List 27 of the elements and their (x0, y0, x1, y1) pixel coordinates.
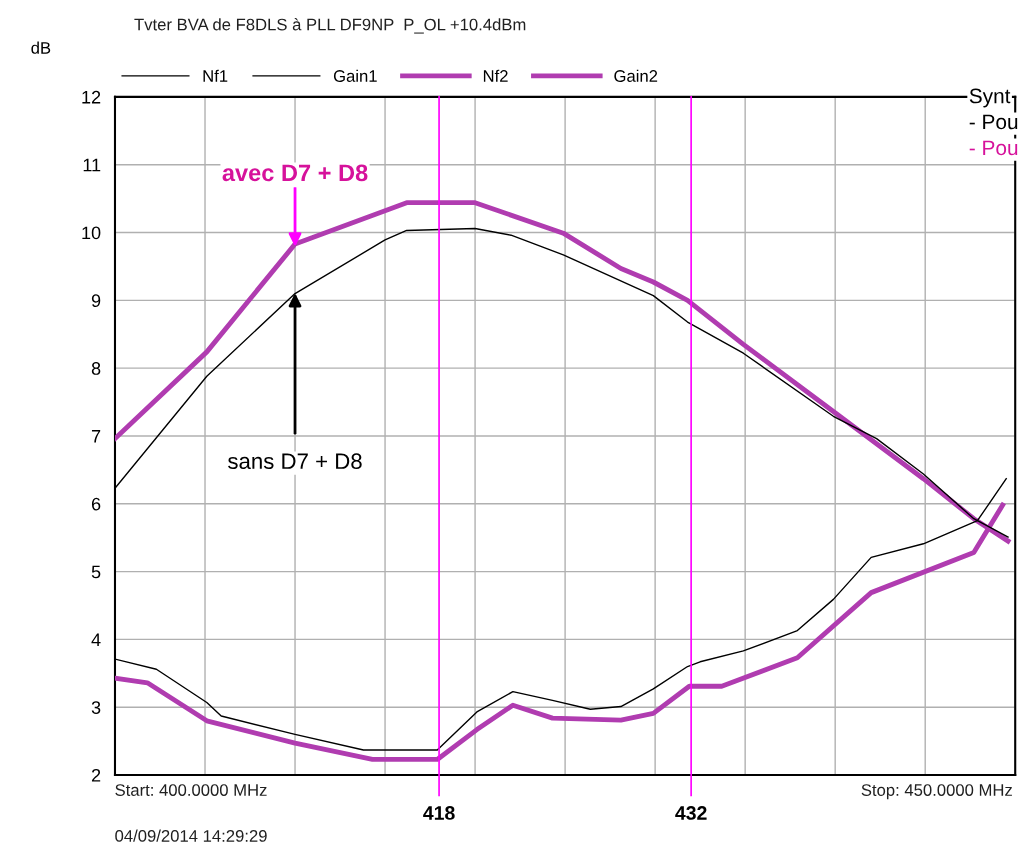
legend-label: Gain1 (333, 69, 377, 82)
y-tick-label: 9 (91, 294, 101, 308)
y-tick-label: 11 (83, 158, 101, 172)
annotation: - Pou (969, 140, 1018, 156)
y-tick-label: 5 (91, 565, 101, 579)
legend-label: Nf1 (203, 69, 228, 82)
y-tick-label: 7 (91, 430, 101, 443)
ref-line-label: 418 (423, 806, 455, 820)
text: Start: 400.0000 MHz (115, 784, 267, 796)
ref-line-label: 432 (675, 806, 707, 820)
legend-label: Nf2 (483, 69, 508, 82)
annotation: avec D7 + D8 (222, 164, 368, 182)
legend-label: Gain2 (614, 69, 658, 82)
text: 04/09/2014 14:29:29 (115, 829, 267, 842)
y-tick-label: 2 (91, 768, 101, 782)
y-tick-label: 4 (91, 633, 101, 646)
annotation: Synt (969, 88, 1011, 108)
annotation: - Pou (969, 114, 1018, 130)
y-tick-label: 10 (82, 226, 101, 240)
y-axis-title: dB (31, 41, 51, 54)
text: Stop: 450.0000 MHz (861, 784, 1012, 800)
y-tick-label: 3 (91, 701, 101, 714)
y-tick-label: 6 (91, 497, 101, 511)
chart-title: Tvter BVA de F8DLS à PLL DF9NP P_OL +10.4dBm (134, 18, 526, 34)
annotation: sans D7 + D8 (228, 453, 362, 470)
y-tick-label: 8 (91, 362, 101, 375)
y-tick-label: 12 (82, 90, 101, 104)
